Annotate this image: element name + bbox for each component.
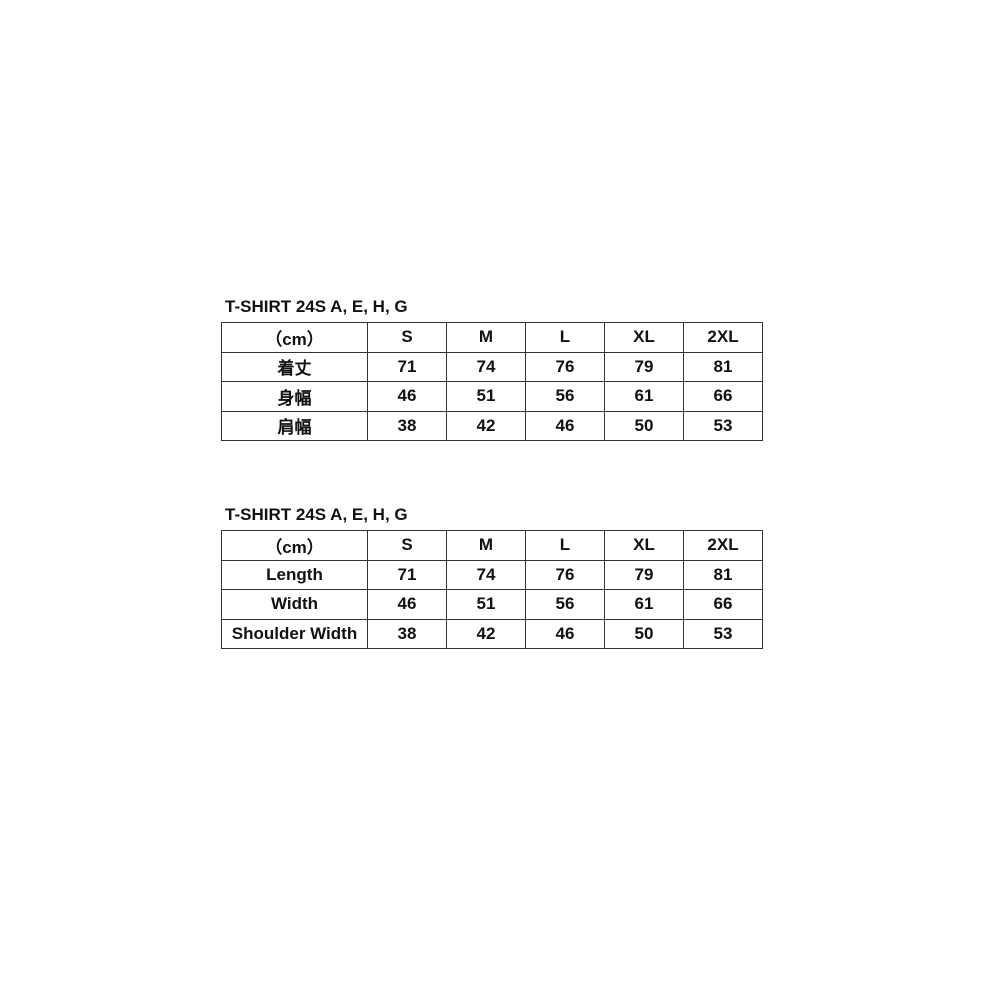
table-cell: 71: [367, 351, 447, 382]
table-cell: 46: [525, 618, 605, 649]
table-title: T-SHIRT 24S A, E, H, G: [225, 505, 408, 524]
table-cell: 51: [446, 589, 526, 620]
table-cell: 61: [604, 381, 684, 412]
table-row: 着丈 71 74 76 79 81: [221, 351, 763, 382]
table-cell: S: [367, 322, 447, 353]
table-cell: 50: [604, 618, 684, 649]
size-chart-english: T-SHIRT 24S A, E, H, G （cm） S M L XL 2XL Length…: [221, 505, 763, 649]
table-cell: L: [525, 322, 605, 353]
row-label: （cm）: [221, 530, 368, 561]
table-cell: 42: [446, 410, 526, 441]
table-cell: 71: [367, 559, 447, 590]
table-row: Shoulder Width 38 42 46 50 53: [221, 618, 763, 649]
table-cell: 46: [525, 410, 605, 441]
table-cell: L: [525, 530, 605, 561]
row-label: 身幅: [221, 381, 368, 412]
table-cell: 76: [525, 559, 605, 590]
table-cell: 56: [525, 381, 605, 412]
table-cell: 46: [367, 381, 447, 412]
table-title: T-SHIRT 24S A, E, H, G: [225, 297, 408, 316]
table-cell: 56: [525, 589, 605, 620]
table-cell: M: [446, 322, 526, 353]
row-label: （cm）: [221, 322, 368, 353]
size-table: （cm） S M L XL 2XL Length 71 74 76 79 81 Width 46 51 56 6…: [221, 530, 763, 649]
header-row: （cm） S M L XL 2XL: [221, 530, 763, 561]
table-row: Length 71 74 76 79 81: [221, 559, 763, 590]
row-label: Shoulder Width: [221, 618, 368, 649]
table-row: Width 46 51 56 61 66: [221, 589, 763, 620]
table-cell: 66: [683, 381, 763, 412]
table-cell: XL: [604, 530, 684, 561]
table-cell: S: [367, 530, 447, 561]
table-cell: 50: [604, 410, 684, 441]
table-cell: 61: [604, 589, 684, 620]
size-chart-japanese: T-SHIRT 24S A, E, H, G （cm） S M L XL 2XL 着丈 71 74…: [221, 297, 763, 441]
table-cell: 79: [604, 351, 684, 382]
table-cell: 2XL: [683, 322, 763, 353]
table-cell: M: [446, 530, 526, 561]
table-cell: 38: [367, 410, 447, 441]
table-cell: 81: [683, 351, 763, 382]
table-cell: 51: [446, 381, 526, 412]
row-label: 肩幅: [221, 410, 368, 441]
size-table: （cm） S M L XL 2XL 着丈 71 74 76 79 81 身幅 46 51 56 61 66 肩幅 38…: [221, 322, 763, 441]
table-cell: XL: [604, 322, 684, 353]
row-label: Length: [221, 559, 368, 590]
table-cell: 53: [683, 410, 763, 441]
table-cell: 53: [683, 618, 763, 649]
table-cell: 74: [446, 559, 526, 590]
table-row: 肩幅 38 42 46 50 53: [221, 410, 763, 441]
table-cell: 46: [367, 589, 447, 620]
table-cell: 81: [683, 559, 763, 590]
header-row: （cm） S M L XL 2XL: [221, 322, 763, 353]
table-cell: 76: [525, 351, 605, 382]
table-cell: 74: [446, 351, 526, 382]
table-cell: 79: [604, 559, 684, 590]
table-cell: 2XL: [683, 530, 763, 561]
table-cell: 66: [683, 589, 763, 620]
row-label: Width: [221, 589, 368, 620]
row-label: 着丈: [221, 351, 368, 382]
table-cell: 42: [446, 618, 526, 649]
table-row: 身幅 46 51 56 61 66: [221, 381, 763, 412]
table-cell: 38: [367, 618, 447, 649]
